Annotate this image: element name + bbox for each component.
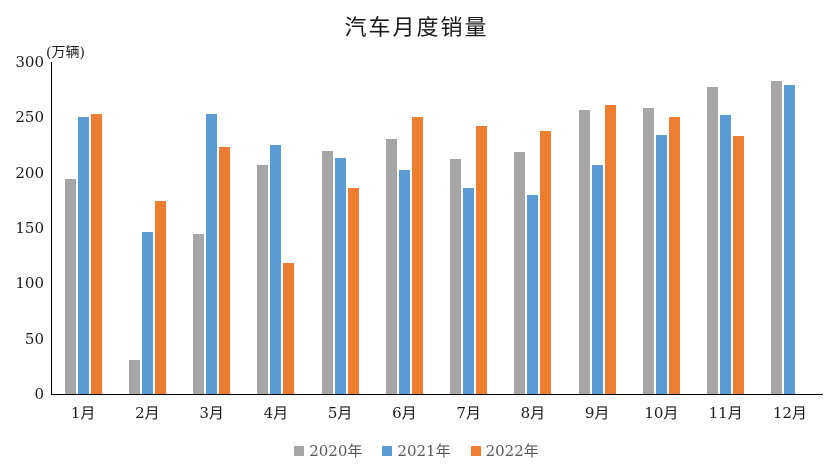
bar-2021年-12月: [784, 85, 796, 394]
y-axis-tick-label: 200: [15, 163, 44, 182]
x-axis-label: 1月: [70, 404, 96, 422]
bar-2022年-10月: [668, 117, 680, 394]
bar-2021年-9月: [591, 164, 603, 394]
y-axis-tick-label: 250: [15, 108, 44, 127]
bar-2021年-1月: [77, 117, 89, 394]
legend-item-2021年: 2021年: [382, 440, 451, 461]
legend-swatch-icon: [294, 445, 305, 456]
bar-2022年-3月: [219, 147, 231, 394]
bar-2021年-4月: [270, 145, 282, 394]
bar-2020年-3月: [193, 233, 205, 394]
legend-swatch-icon: [470, 445, 481, 456]
bar-2022年-6月: [411, 117, 423, 394]
bar-2022年-7月: [476, 126, 488, 394]
bar-2020年-5月: [321, 150, 333, 394]
bar-2022年-8月: [540, 130, 552, 394]
x-axis-line: [51, 394, 823, 395]
bar-2022年-1月: [90, 114, 102, 394]
y-axis-unit-label: (万辆): [46, 45, 85, 61]
bar-2020年-1月: [64, 179, 76, 394]
bar-2022年-11月: [733, 136, 745, 394]
bar-2021年-11月: [720, 115, 732, 394]
y-axis-tick-label: 50: [24, 329, 44, 348]
bar-2020年-11月: [707, 87, 719, 394]
bar-2021年-3月: [206, 114, 218, 394]
bar-2020年-4月: [257, 164, 269, 394]
bar-2021年-5月: [334, 158, 346, 394]
bar-2020年-9月: [578, 109, 590, 394]
x-axis-label: 5月: [327, 404, 353, 422]
x-axis-label: 4月: [263, 404, 289, 422]
bar-2020年-7月: [450, 159, 462, 394]
bar-2020年-6月: [385, 139, 397, 394]
x-axis-label: 8月: [520, 404, 546, 422]
y-axis-tick-label: 150: [15, 219, 44, 237]
bar-2022年-4月: [283, 263, 295, 394]
x-axis-label: 10月: [644, 404, 679, 422]
legend-label: 2020年: [309, 442, 363, 460]
x-axis-label: 9月: [584, 404, 610, 422]
bar-2020年-2月: [128, 359, 140, 394]
bar-2021年-7月: [463, 188, 475, 394]
bar-2022年-5月: [347, 188, 359, 394]
x-axis-label: 7月: [456, 404, 481, 422]
bar-2020年-10月: [642, 108, 654, 394]
bar-2022年-2月: [154, 201, 166, 394]
x-axis-label: 11月: [708, 404, 743, 422]
chart-title: 汽车月度销量: [344, 16, 489, 41]
bar-2021年-6月: [398, 170, 410, 394]
bar-2021年-10月: [655, 135, 667, 394]
x-axis-label: 6月: [392, 404, 417, 422]
y-axis-tick-label: 0: [34, 385, 44, 403]
y-axis-line: [51, 62, 52, 394]
bar-2021年-2月: [141, 232, 153, 394]
bar-2020年-12月: [771, 80, 783, 394]
y-axis-tick-label: 300: [15, 53, 44, 71]
y-axis-tick-label: 100: [15, 274, 44, 293]
bar-2022年-9月: [604, 105, 616, 394]
legend: 2020年 2021年 2022年: [0, 440, 833, 461]
bar-2020年-8月: [514, 151, 526, 394]
legend-label: 2022年: [485, 442, 539, 460]
legend-swatch-icon: [382, 445, 393, 456]
x-axis-label: 3月: [199, 404, 224, 422]
x-axis-label: 2月: [135, 404, 160, 422]
bar-2021年-8月: [527, 194, 539, 394]
legend-item-2022年: 2022年: [470, 440, 539, 461]
x-axis-label: 12月: [772, 404, 807, 422]
legend-item-2020年: 2020年: [294, 440, 362, 461]
legend-label: 2021年: [397, 442, 451, 460]
